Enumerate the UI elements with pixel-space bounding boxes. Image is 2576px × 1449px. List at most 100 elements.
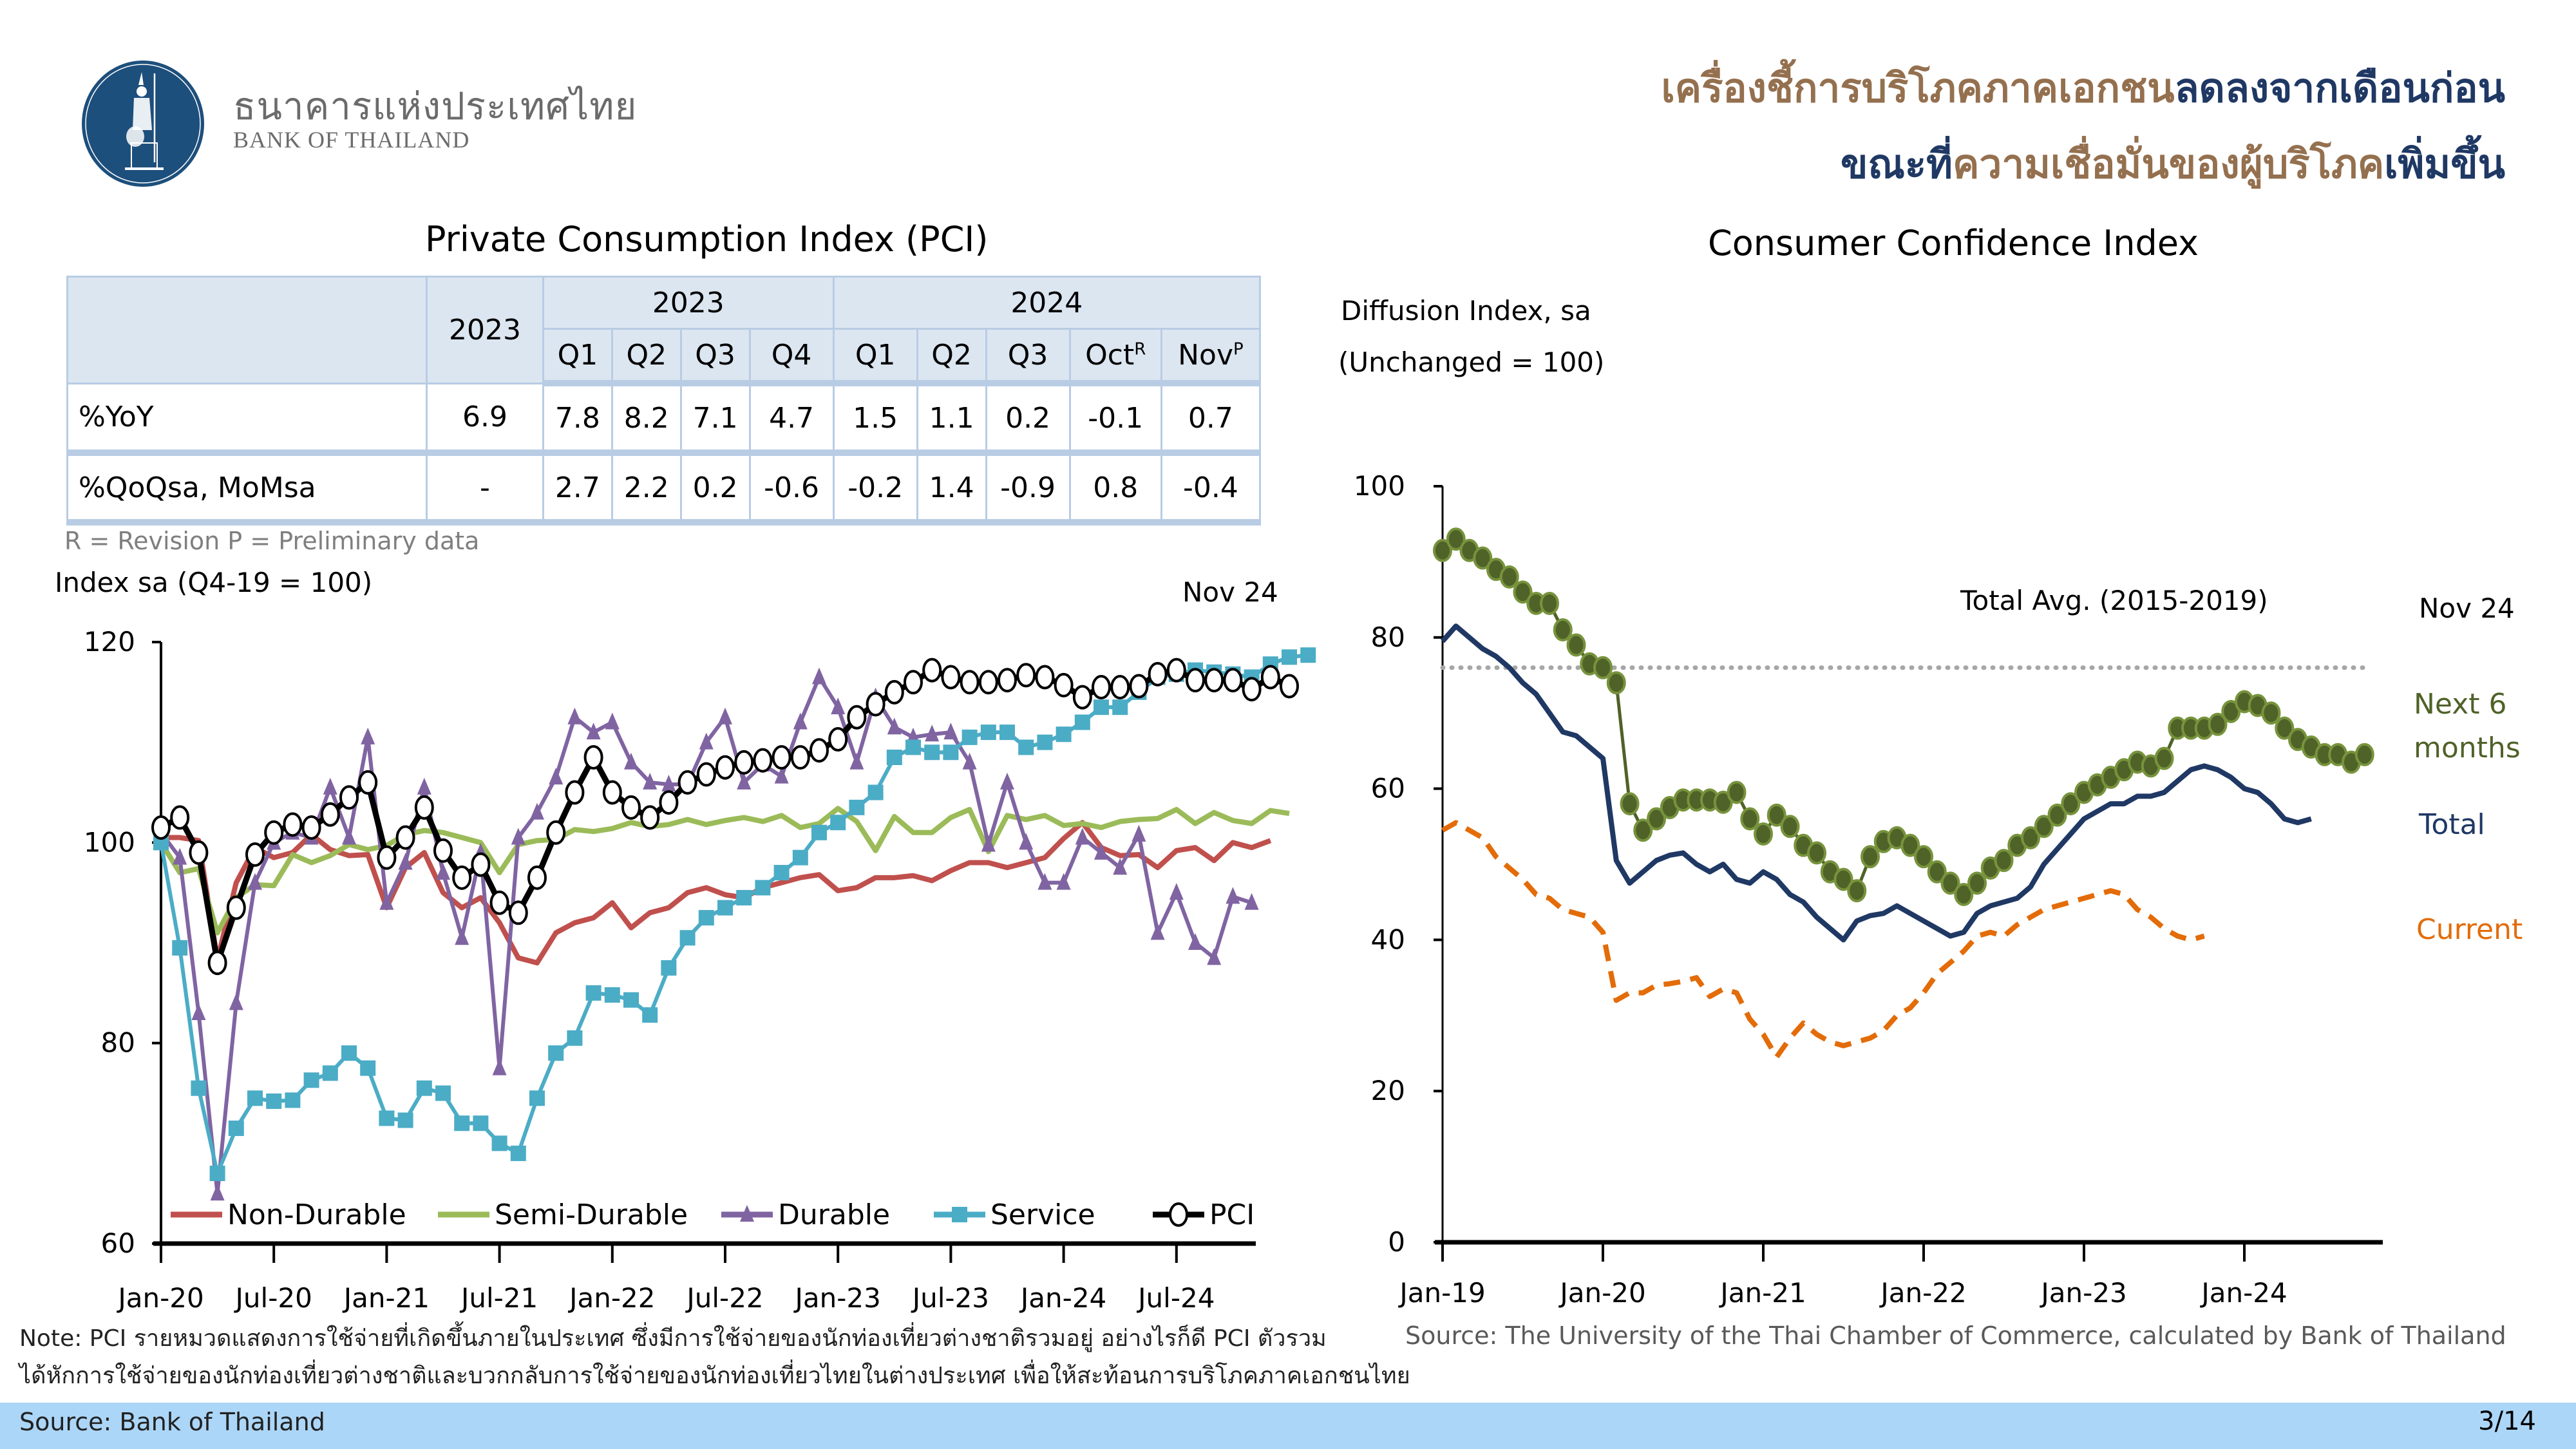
service-point [1282, 649, 1297, 665]
period-header-row: Q1 Q2 Q3 Q4 Q1 Q2 Q3 OctR NovP [68, 328, 1262, 386]
durable-point [643, 772, 658, 790]
durable-point [436, 863, 450, 880]
pci-point [978, 670, 998, 695]
durable-point [1244, 893, 1259, 910]
service-point [886, 750, 902, 766]
durable-point [1056, 873, 1071, 890]
series-line-current [1441, 820, 2205, 1060]
next6-point [1446, 527, 1466, 551]
table-cell: 0.8 [1068, 451, 1162, 526]
period-superscript: P [1233, 339, 1244, 359]
legend-label: PCI [1209, 1198, 1255, 1231]
series-line-service [159, 653, 1309, 1176]
next6-point [1566, 633, 1586, 657]
service-point [679, 930, 696, 946]
service-point [1074, 714, 1090, 730]
pci-point [847, 705, 867, 730]
pci-point [377, 845, 397, 870]
table-row: %QoQsa, MoMsa -2.7 2.2 0.2 -0.6 -0.2 1.4 -0.9 0.… [66, 451, 1262, 526]
next6-point [1553, 618, 1573, 642]
service-point [1300, 647, 1316, 663]
pci-point [546, 820, 566, 845]
y-tick-label: 80 [1371, 621, 1405, 653]
pci-point [1280, 674, 1299, 699]
pci-point [1148, 661, 1168, 687]
table-cell: 2.2 [611, 451, 682, 526]
y-tick-label: 40 [1371, 923, 1405, 955]
pci-point [828, 726, 848, 752]
pci-point [1223, 668, 1243, 693]
durable-point [1207, 948, 1222, 965]
series-label-next-6-months: Next 6 months [2414, 683, 2521, 770]
pci-point [1129, 674, 1149, 699]
x-tick-label: Jul-23 [911, 1282, 989, 1314]
y-tick-label: 100 [84, 826, 135, 858]
next6-point [1847, 879, 1867, 903]
service-point [209, 1166, 225, 1182]
durable-point [1169, 883, 1184, 900]
pci-point [1260, 665, 1280, 690]
service-point [642, 1007, 658, 1023]
cci-chart: 0 20 40 60 80 100 Jan-19 Jan-20 Jan-21 Jan-22 Jan-… [1354, 470, 2383, 1309]
table-cell: 0.2 [679, 451, 751, 526]
pci-chart-ylabel: Index sa (Q4-19 = 100) [55, 567, 373, 598]
pci-point [922, 658, 942, 683]
pci-point [696, 762, 716, 787]
next6-point [1647, 807, 1666, 831]
headline-line-2: ขณะที่ความเชื่อมั่นของผู้บริโภคเพิ่มขึ้น [1661, 126, 2505, 202]
pci-point [884, 679, 904, 705]
durable-point [1019, 833, 1034, 850]
row-label: %YoY [66, 382, 428, 456]
x-tick-label: Jan-19 [1397, 1277, 1485, 1309]
table-cell: -0.9 [985, 451, 1071, 526]
next6-point [1994, 849, 2014, 873]
durable-point [737, 772, 752, 790]
durable-point [962, 752, 977, 770]
period-header: Q4 [748, 328, 835, 386]
next6-point [1807, 841, 1826, 865]
headline-part: เพิ่มขึ้น [2384, 140, 2505, 187]
cci-chart-latest-label: Nov 24 [2419, 592, 2515, 624]
x-tick-label: Jul-21 [459, 1282, 538, 1314]
service-point [585, 985, 601, 1001]
period-header: OctR [1068, 328, 1162, 386]
table-cell: 1.1 [916, 382, 987, 456]
service-point [1056, 726, 1072, 743]
year-group-header: 2023 [542, 276, 835, 330]
durable-point [567, 707, 582, 724]
service-point [698, 910, 714, 926]
period-header: Q3 [985, 328, 1071, 386]
next6-point [1499, 565, 1519, 589]
next6-point [2154, 746, 2174, 770]
pci-point [433, 838, 453, 863]
next6-point [1727, 781, 1747, 804]
period-superscript: R [1134, 339, 1146, 359]
service-point [924, 744, 940, 761]
pci-point [1072, 685, 1092, 710]
durable-point [1000, 772, 1014, 790]
durable-point [530, 802, 544, 820]
table-cell: -0.1 [1068, 382, 1162, 456]
legend-marker [952, 1207, 967, 1222]
pci-point [1054, 672, 1074, 697]
durable-point [981, 835, 996, 852]
durable-point [1037, 873, 1052, 890]
durable-point [661, 775, 676, 792]
next6-point [1914, 845, 1933, 869]
series-line-total [1441, 623, 2312, 943]
next6-point [1740, 807, 1760, 831]
pci-point [358, 770, 378, 795]
pci-table-title: Private Consumption Index (PCI) [425, 219, 989, 260]
x-tick-label: Jan-20 [1558, 1277, 1645, 1309]
service-point [548, 1045, 564, 1061]
pci-point [245, 842, 265, 867]
cci-chart-ylabel-sub: (Unchanged = 100) [1338, 346, 1605, 378]
y-tick-label: 80 [101, 1027, 135, 1059]
next6-point [1473, 546, 1493, 570]
pci-point [395, 825, 415, 850]
pci-table: 2023 2023 2024 Q1 Q2 Q3 Q4 Q1 Q2 Q3 OctR NovP %Y… [66, 276, 1262, 526]
service-point [980, 724, 996, 741]
period-header: Q2 [611, 328, 682, 386]
durable-point [1150, 923, 1165, 940]
series-label-part: Next 6 [2414, 688, 2507, 721]
